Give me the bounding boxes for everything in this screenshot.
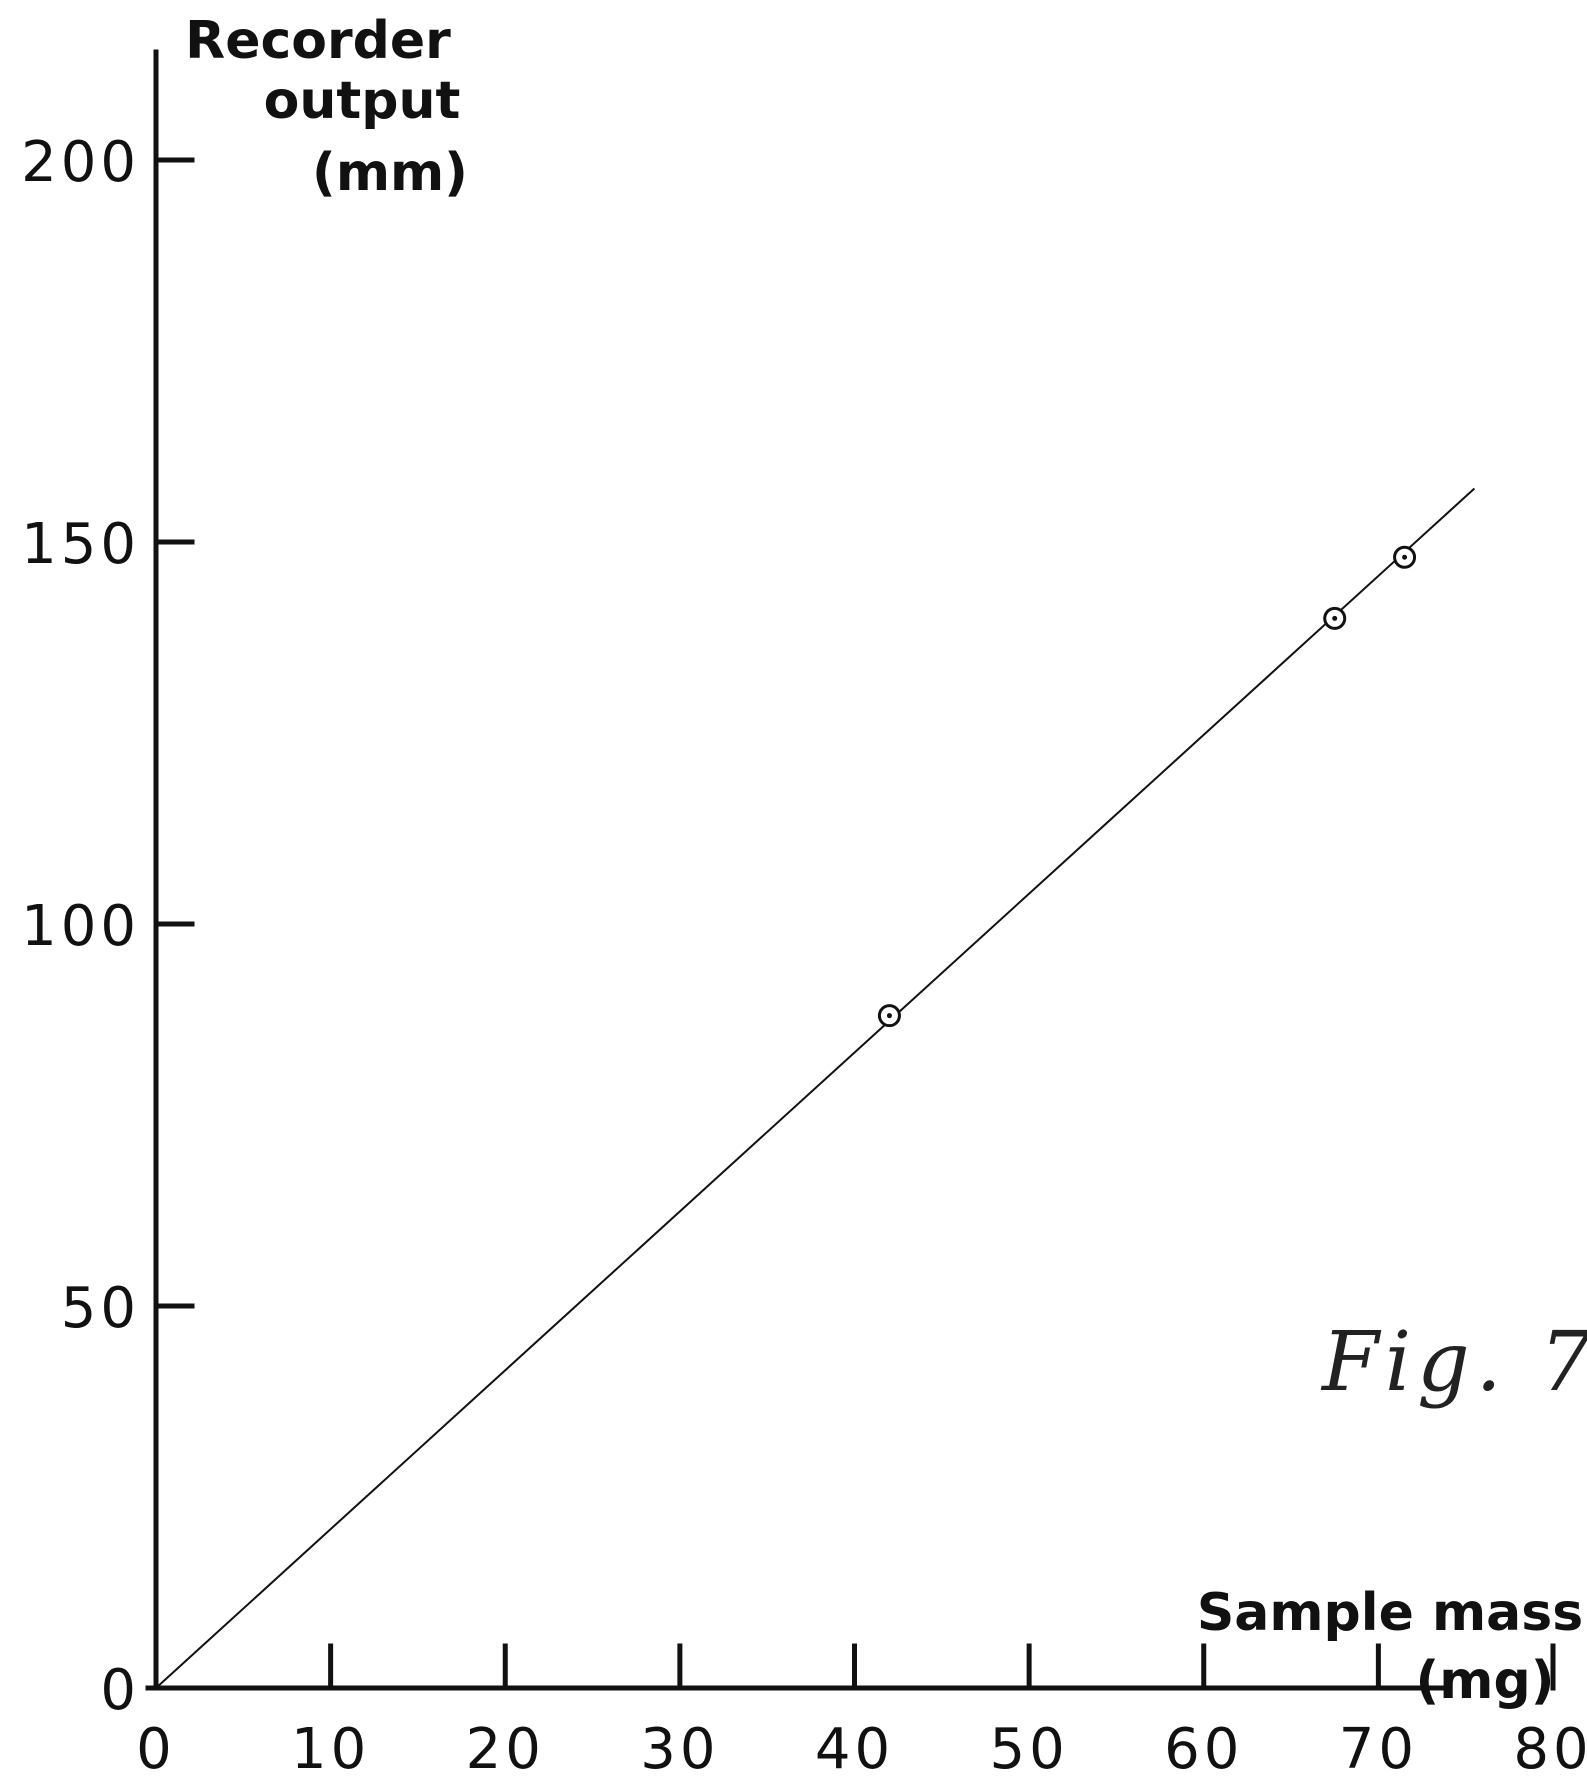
x-tick-label: 0 (136, 1717, 176, 1782)
y-tick-label: 200 (21, 130, 140, 195)
y-axis-title-line-1: Recorder (185, 11, 451, 71)
x-tick-label: 10 (291, 1717, 370, 1782)
tick-labels: 0 10 20 30 40 50 60 70 80 0 50 100 150 200 (21, 130, 1587, 1782)
y-axis-title-line-3: (mm) (312, 143, 468, 203)
y-tick-label: 0 (100, 1658, 140, 1723)
axes (145, 49, 1451, 1691)
data-point-dot (886, 1013, 892, 1019)
y-tick-label: 50 (61, 1276, 140, 1341)
data-point-dot (1402, 554, 1408, 560)
data-point (877, 1004, 901, 1028)
y-tick-label: 100 (21, 894, 140, 959)
fit-line-group (155, 487, 1476, 1689)
axis-titles: Recorder output (mm) Sample mass (mg) (185, 11, 1583, 1711)
fit-line (155, 487, 1476, 1689)
x-tick-label: 60 (1164, 1717, 1243, 1782)
y-tick-label: 150 (21, 512, 140, 577)
data-point (1323, 606, 1347, 630)
y-axis-title-line-2: output (264, 71, 461, 131)
figure-label: Fig. 7. (1320, 1315, 1587, 1410)
ticks (153, 157, 1556, 1691)
data-point (1393, 545, 1417, 569)
x-tick-label: 50 (989, 1717, 1068, 1782)
data-point-dot (1332, 615, 1338, 621)
x-tick-label: 70 (1339, 1717, 1418, 1782)
data-points (877, 545, 1417, 1028)
x-tick-label: 20 (466, 1717, 545, 1782)
x-axis-unit: (mg) (1416, 1651, 1555, 1711)
x-tick-label: 30 (640, 1717, 719, 1782)
x-tick-label: 80 (1513, 1717, 1587, 1782)
x-tick-label: 40 (815, 1717, 894, 1782)
x-axis-title: Sample mass (1197, 1583, 1583, 1643)
